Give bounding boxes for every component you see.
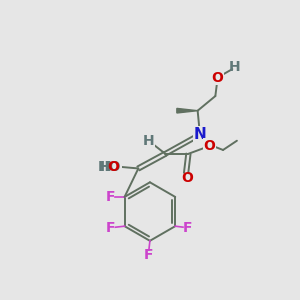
Text: H: H — [142, 134, 154, 148]
Text: O: O — [203, 139, 215, 153]
Text: N: N — [194, 127, 206, 142]
Text: F: F — [106, 190, 116, 204]
Text: H: H — [99, 160, 111, 174]
Text: F: F — [106, 221, 116, 235]
Text: O: O — [212, 70, 224, 85]
Text: F: F — [144, 248, 153, 262]
Text: F: F — [183, 221, 192, 235]
Text: HO: HO — [98, 160, 122, 174]
Polygon shape — [177, 108, 198, 113]
Text: O: O — [107, 160, 119, 174]
Text: O: O — [181, 171, 193, 185]
Text: H: H — [229, 60, 240, 74]
